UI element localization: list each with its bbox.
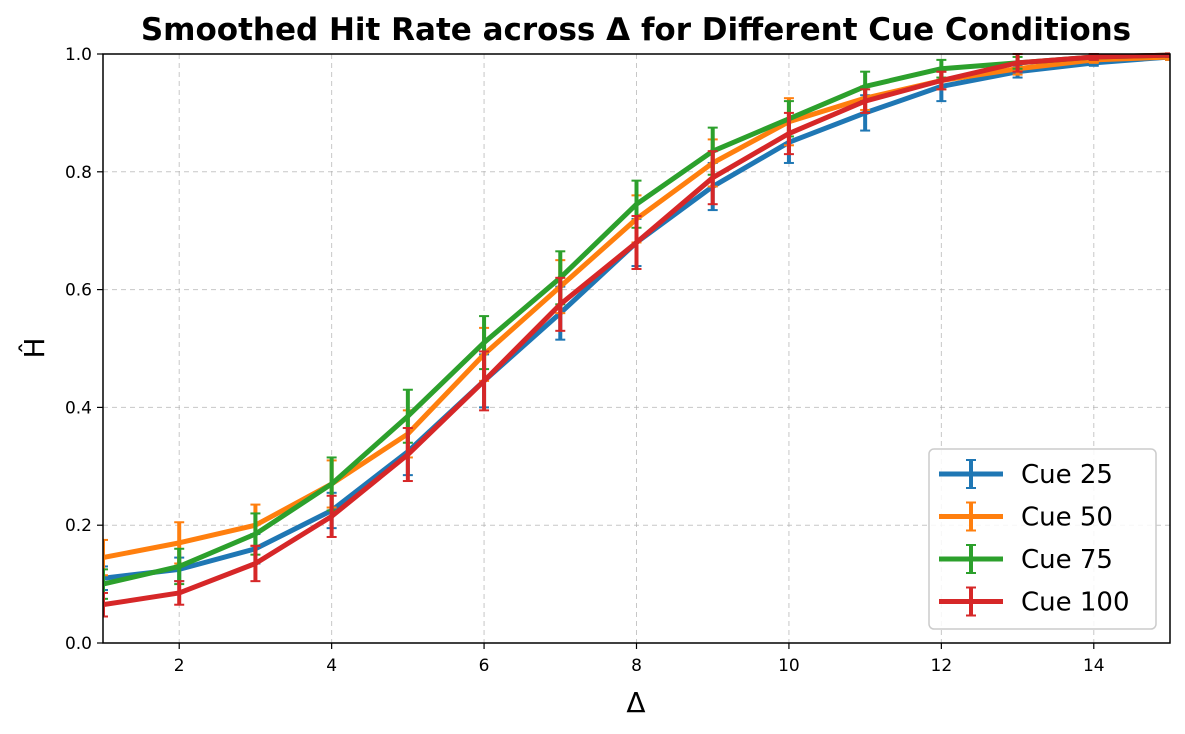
x-tick-label: 14 <box>1083 656 1105 676</box>
legend-item-cue-50: Cue 50 <box>939 501 1113 533</box>
data-point <box>252 531 258 537</box>
data-point <box>329 513 335 519</box>
legend: Cue 25 Cue 50 Cue 75 Cue 100 <box>928 448 1157 630</box>
data-point <box>176 590 182 596</box>
y-tick-label: 0.8 <box>65 163 92 183</box>
legend-label: Cue 50 <box>1021 503 1113 533</box>
legend-box <box>928 448 1157 630</box>
series-cue-100 <box>103 52 1170 618</box>
data-point <box>634 239 639 245</box>
y-tick-label: 0.2 <box>65 516 92 536</box>
data-point <box>862 83 868 89</box>
legend-item-cue-100: Cue 100 <box>939 586 1130 618</box>
data-point <box>481 378 487 384</box>
data-point <box>329 481 335 487</box>
data-point <box>1091 54 1097 60</box>
legend-label: Cue 25 <box>1021 460 1113 490</box>
data-point <box>176 540 182 546</box>
data-point <box>252 560 258 566</box>
y-tick-label: 0.0 <box>65 634 92 654</box>
x-tick-label: 8 <box>631 656 642 676</box>
data-point <box>176 563 182 569</box>
legend-item-cue-25: Cue 25 <box>939 459 1113 490</box>
y-tick-label: 0.6 <box>65 281 92 301</box>
x-tick-label: 6 <box>479 656 490 676</box>
y-axis-label: Ĥ <box>17 337 51 358</box>
x-tick-label: 2 <box>174 656 185 676</box>
data-point <box>1015 60 1021 66</box>
data-point <box>786 131 792 137</box>
x-tick-label: 10 <box>778 656 800 676</box>
data-point <box>938 78 944 84</box>
y-tick-label: 0.4 <box>65 398 92 418</box>
data-point <box>862 98 868 104</box>
data-point <box>405 413 411 419</box>
data-point <box>938 66 944 72</box>
x-tick-label: 12 <box>931 656 953 676</box>
legend-item-cue-75: Cue 75 <box>939 544 1113 575</box>
data-point <box>481 340 487 346</box>
data-point <box>634 201 639 207</box>
data-point <box>557 301 563 307</box>
data-point <box>710 175 716 181</box>
y-tick-label: 1.0 <box>65 45 92 65</box>
data-point <box>405 452 411 458</box>
chart-title: Smoothed Hit Rate across Δ for Different… <box>141 12 1131 48</box>
x-axis-label: Δ <box>626 686 645 719</box>
x-tick-label: 4 <box>326 656 337 676</box>
ticks: 2 4 6 8 10 12 14 0.0 0.2 0.4 0.6 0.8 1.0 <box>65 45 1105 676</box>
legend-label: Cue 100 <box>1021 588 1130 618</box>
legend-label: Cue 75 <box>1021 545 1113 575</box>
